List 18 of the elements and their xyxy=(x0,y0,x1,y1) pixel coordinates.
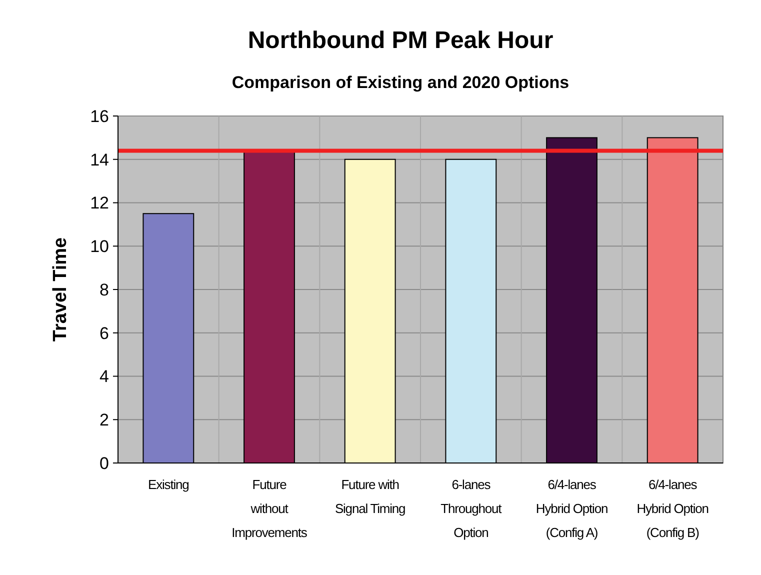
y-tick-label: 16 xyxy=(90,106,109,126)
y-tick-label: 14 xyxy=(90,150,109,170)
chart-title: Northbound PM Peak Hour xyxy=(248,27,554,54)
x-tick-label: Future without Improvements xyxy=(232,477,308,540)
x-tick-label: 6-lanes Throughout Option xyxy=(440,477,502,540)
x-tick-label: 6/4-lanes Hybrid Option (Config B) xyxy=(636,477,709,540)
y-tick-label: 2 xyxy=(100,410,109,430)
x-tick-label: Existing xyxy=(148,477,190,492)
y-tick-label: 0 xyxy=(100,454,109,473)
chart-subtitle: Comparison of Existing and 2020 Options xyxy=(232,73,570,92)
y-axis-title: Travel Time xyxy=(50,237,71,342)
x-tick-label: Future with Signal Timing xyxy=(334,477,406,516)
y-tick-label: 4 xyxy=(100,367,109,386)
y-tick-label: 10 xyxy=(90,237,109,256)
y-tick-label: 12 xyxy=(90,194,109,213)
y-tick-label: 8 xyxy=(100,280,109,300)
y-tick-label: 6 xyxy=(100,324,109,343)
x-tick-label: 6/4-lanes Hybrid Option (Config A) xyxy=(536,477,608,540)
